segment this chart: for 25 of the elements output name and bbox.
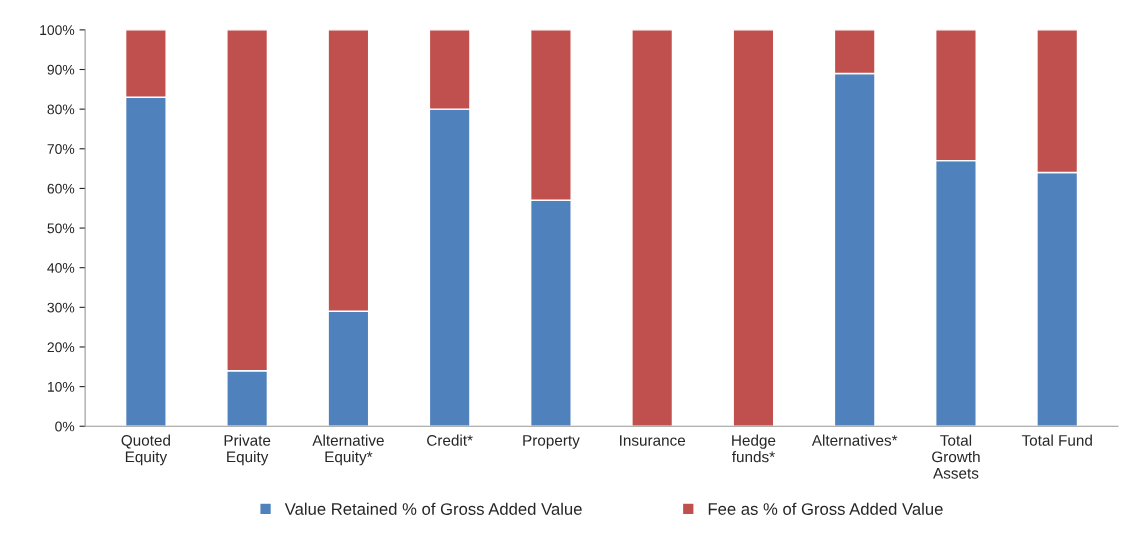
x-tick-label: Insurance — [620, 435, 686, 446]
y-tick-label: 10% — [47, 381, 75, 392]
y-tick-label: 90% — [47, 64, 75, 75]
legend-label: Value Retained % of Gross Added Value — [284, 502, 582, 515]
y-tick-label: 60% — [47, 183, 75, 194]
x-tick-label: Quoted Equity — [121, 434, 170, 466]
x-tick-label: Hedge funds* — [732, 434, 776, 463]
y-tick-label: 20% — [47, 342, 75, 353]
legend-label: Fee as % of Gross Added Value — [708, 502, 943, 515]
x-tick-label: Total Fund — [1021, 434, 1092, 446]
x-tick-label: Private Equity — [224, 434, 271, 466]
y-tick-label: 40% — [47, 263, 75, 273]
y-tick-label: 100% — [40, 25, 75, 36]
y-tick-label: 0% — [55, 421, 75, 432]
x-tick-label: Total Growth Assets — [932, 434, 980, 479]
x-tick-label: Alternative Equity* — [312, 434, 384, 466]
y-tick-label: 70% — [47, 144, 75, 154]
x-tick-label: Alternatives* — [811, 434, 898, 446]
bar — [631, 29, 674, 427]
bar — [732, 29, 775, 427]
x-tick-label: Credit* — [427, 434, 473, 446]
y-tick-label: 80% — [47, 104, 75, 115]
y-tick-label: 30% — [47, 302, 75, 313]
y-tick-label: 50% — [47, 223, 75, 234]
x-tick-label: Property — [523, 435, 580, 449]
